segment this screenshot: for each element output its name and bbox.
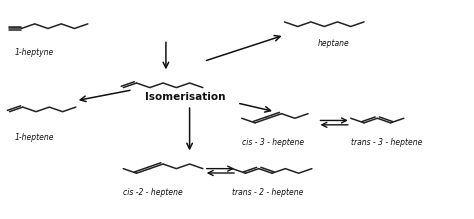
Text: cis - 3 - heptene: cis - 3 - heptene: [242, 138, 304, 147]
Text: trans - 3 - heptene: trans - 3 - heptene: [351, 138, 422, 147]
Text: 1-heptyne: 1-heptyne: [14, 48, 54, 57]
Text: trans - 2 - heptene: trans - 2 - heptene: [232, 188, 304, 197]
Text: 1-heptene: 1-heptene: [14, 133, 54, 143]
Text: Isomerisation: Isomerisation: [145, 92, 225, 102]
Text: heptane: heptane: [318, 39, 349, 48]
Text: cis -2 - heptene: cis -2 - heptene: [123, 188, 183, 197]
